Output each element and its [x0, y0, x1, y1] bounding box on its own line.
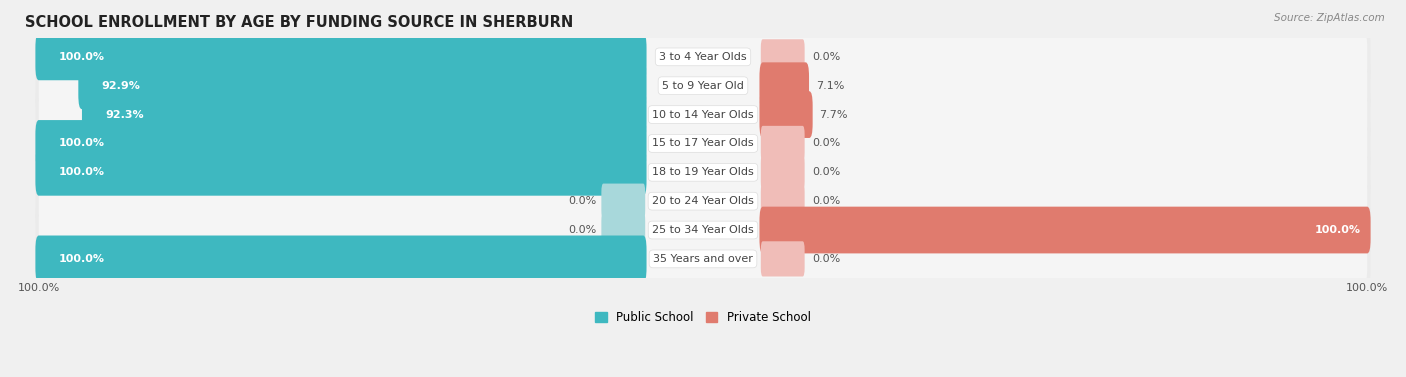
Text: 0.0%: 0.0% [568, 225, 596, 235]
Text: 15 to 17 Year Olds: 15 to 17 Year Olds [652, 138, 754, 149]
FancyBboxPatch shape [39, 236, 1367, 282]
Text: 18 to 19 Year Olds: 18 to 19 Year Olds [652, 167, 754, 177]
FancyBboxPatch shape [602, 184, 645, 219]
FancyBboxPatch shape [35, 88, 1371, 141]
FancyBboxPatch shape [602, 212, 645, 248]
Text: 100.0%: 100.0% [1315, 225, 1361, 235]
FancyBboxPatch shape [759, 62, 808, 109]
FancyBboxPatch shape [39, 34, 1367, 80]
Text: 92.3%: 92.3% [105, 110, 143, 120]
Text: 100.0%: 100.0% [59, 254, 104, 264]
FancyBboxPatch shape [759, 91, 813, 138]
Text: 0.0%: 0.0% [813, 196, 841, 206]
FancyBboxPatch shape [82, 91, 647, 138]
FancyBboxPatch shape [761, 241, 804, 276]
FancyBboxPatch shape [39, 178, 1367, 225]
Text: SCHOOL ENROLLMENT BY AGE BY FUNDING SOURCE IN SHERBURN: SCHOOL ENROLLMENT BY AGE BY FUNDING SOUR… [25, 15, 574, 30]
Text: 25 to 34 Year Olds: 25 to 34 Year Olds [652, 225, 754, 235]
Text: 5 to 9 Year Old: 5 to 9 Year Old [662, 81, 744, 91]
FancyBboxPatch shape [761, 39, 804, 75]
Text: 0.0%: 0.0% [813, 167, 841, 177]
Text: 10 to 14 Year Olds: 10 to 14 Year Olds [652, 110, 754, 120]
FancyBboxPatch shape [35, 236, 647, 282]
FancyBboxPatch shape [761, 126, 804, 161]
Text: 0.0%: 0.0% [813, 138, 841, 149]
Text: 100.0%: 100.0% [59, 138, 104, 149]
Text: 0.0%: 0.0% [813, 254, 841, 264]
Text: 3 to 4 Year Olds: 3 to 4 Year Olds [659, 52, 747, 62]
FancyBboxPatch shape [35, 60, 1371, 112]
Text: Source: ZipAtlas.com: Source: ZipAtlas.com [1274, 13, 1385, 23]
FancyBboxPatch shape [39, 91, 1367, 138]
Text: 7.1%: 7.1% [815, 81, 844, 91]
Text: 0.0%: 0.0% [813, 52, 841, 62]
FancyBboxPatch shape [35, 204, 1371, 256]
Text: 20 to 24 Year Olds: 20 to 24 Year Olds [652, 196, 754, 206]
FancyBboxPatch shape [35, 117, 1371, 170]
FancyBboxPatch shape [35, 31, 1371, 83]
FancyBboxPatch shape [761, 155, 804, 190]
FancyBboxPatch shape [39, 62, 1367, 109]
FancyBboxPatch shape [35, 120, 647, 167]
FancyBboxPatch shape [39, 120, 1367, 167]
FancyBboxPatch shape [35, 175, 1371, 227]
Text: 100.0%: 100.0% [59, 167, 104, 177]
FancyBboxPatch shape [79, 62, 647, 109]
Text: 35 Years and over: 35 Years and over [652, 254, 754, 264]
FancyBboxPatch shape [35, 34, 647, 80]
Text: 100.0%: 100.0% [59, 52, 104, 62]
FancyBboxPatch shape [35, 146, 1371, 199]
Text: 92.9%: 92.9% [101, 81, 141, 91]
Text: 0.0%: 0.0% [568, 196, 596, 206]
FancyBboxPatch shape [39, 149, 1367, 196]
FancyBboxPatch shape [759, 207, 1371, 253]
FancyBboxPatch shape [35, 233, 1371, 285]
Legend: Public School, Private School: Public School, Private School [595, 311, 811, 325]
FancyBboxPatch shape [35, 149, 647, 196]
FancyBboxPatch shape [761, 184, 804, 219]
Text: 7.7%: 7.7% [820, 110, 848, 120]
FancyBboxPatch shape [39, 207, 1367, 253]
